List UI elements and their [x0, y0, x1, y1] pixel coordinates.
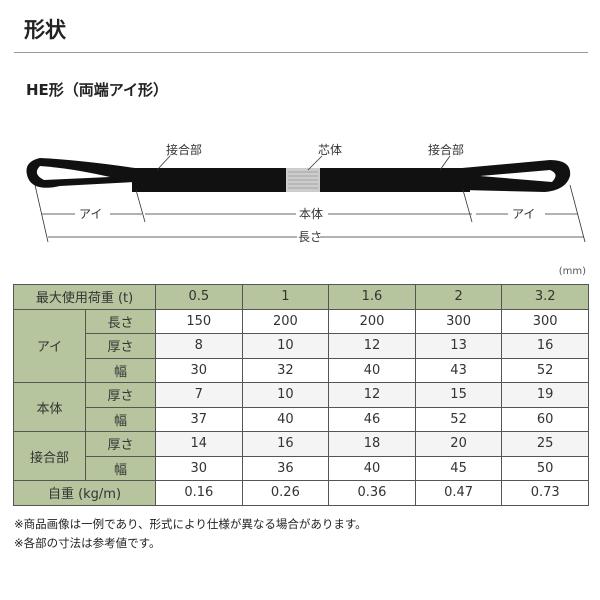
table-cell: 10: [241, 333, 330, 359]
table-cell: 32: [241, 357, 330, 383]
table-cell: 0.73: [501, 480, 589, 506]
table-cell: 60: [501, 406, 589, 432]
row-label: 幅: [85, 357, 156, 383]
group-label: 本体: [13, 382, 86, 432]
label-body: 本体: [299, 207, 323, 221]
table-row-weight: 自重 (kg/m) 0.16 0.26 0.36 0.47 0.73: [13, 480, 589, 506]
table-cell: 16: [241, 431, 330, 457]
header-cell: 3.2: [501, 284, 589, 310]
table-cell: 40: [328, 357, 416, 383]
note-2: ※各部の寸法は参考値です。: [14, 536, 161, 550]
table-cell: 25: [501, 431, 589, 457]
table-cell: 40: [241, 406, 330, 432]
row-label: 長さ: [85, 308, 156, 334]
table-cell: 30: [155, 357, 243, 383]
table-cell: 10: [241, 382, 330, 408]
divider: [14, 52, 588, 53]
table-cell: 300: [501, 308, 589, 334]
table-row: アイ 長さ 150 200 200 300 300: [13, 308, 589, 383]
table-cell: 150: [155, 308, 243, 334]
table-cell: 36: [241, 455, 330, 481]
row-label: 幅: [85, 455, 156, 481]
label-eye-right: アイ: [512, 207, 535, 221]
table-cell: 52: [414, 406, 503, 432]
row-label: 幅: [85, 406, 156, 432]
table-row: 幅 37 40 46 52 60: [14, 406, 589, 432]
spec-table: 最大使用荷重 (t) 0.5 1 1.6 2 3.2 アイ 長さ 150 200 200…: [13, 284, 589, 506]
label-eye-left: アイ: [79, 207, 102, 221]
table-cell: 18: [328, 431, 416, 457]
table-cell: 52: [501, 357, 589, 383]
table-cell: 0.26: [241, 480, 330, 506]
table-cell: 19: [501, 382, 589, 408]
unit-label: (mm): [558, 266, 586, 277]
table-row: 厚さ 8 10 12 13 16: [14, 333, 589, 359]
table-cell: 12: [328, 333, 416, 359]
table-row: 幅 30 32 40 43 52: [14, 357, 589, 383]
table-cell: 8: [155, 333, 243, 359]
group-label: 接合部: [13, 431, 86, 481]
table-cell: 13: [414, 333, 503, 359]
table-cell: 16: [501, 333, 589, 359]
label-joint-left: 接合部: [166, 142, 202, 157]
table-cell: 14: [155, 431, 243, 457]
table-cell: 37: [155, 406, 243, 432]
table-cell: 20: [414, 431, 503, 457]
table-cell: 0.16: [155, 480, 243, 506]
table-header-row: 最大使用荷重 (t) 0.5 1 1.6 2 3.2: [13, 284, 589, 310]
table-cell: 200: [241, 308, 330, 334]
sling-diagram: 接合部 芯体 接合部 アイ 本体 アイ 長さ: [26, 142, 586, 244]
table-cell: 300: [414, 308, 503, 334]
table-cell: 12: [328, 382, 416, 408]
label-core: 芯体: [318, 143, 342, 157]
label-length: 長さ: [298, 230, 322, 244]
table-cell: 46: [328, 406, 416, 432]
header-load: 最大使用荷重 (t): [13, 284, 156, 310]
header-cell: 1: [241, 284, 330, 310]
table-cell: 43: [414, 357, 503, 383]
table-cell: 30: [155, 455, 243, 481]
table-cell: 40: [328, 455, 416, 481]
table-cell: 50: [501, 455, 589, 481]
table-cell: 7: [155, 382, 243, 408]
sling-illustration: [26, 158, 571, 192]
row-label: 厚さ: [85, 333, 156, 359]
section-subtitle: HE形（両端アイ形）: [26, 81, 169, 99]
table-row: 幅 30 36 40 45 50: [14, 455, 589, 481]
table-cell: 0.47: [414, 480, 503, 506]
table-row: 本体 厚さ 7 10 12 15 19: [13, 382, 589, 432]
row-label: 厚さ: [85, 382, 156, 408]
table-cell: 0.36: [328, 480, 416, 506]
group-label: アイ: [13, 308, 86, 383]
page-title: 形状: [24, 18, 66, 42]
table-cell: 45: [414, 455, 503, 481]
row-label: 自重 (kg/m): [13, 480, 156, 506]
row-label: 厚さ: [85, 431, 156, 457]
table-cell: 15: [414, 382, 503, 408]
table-row: 接合部 厚さ 14 16 18 20 25: [13, 431, 589, 481]
note-1: ※商品画像は一例であり、形式により仕様が異なる場合があります。: [14, 517, 367, 531]
header-cell: 0.5: [155, 284, 243, 310]
table-cell: 200: [328, 308, 416, 334]
label-joint-right: 接合部: [428, 142, 464, 157]
header-cell: 1.6: [328, 284, 416, 310]
header-cell: 2: [414, 284, 503, 310]
